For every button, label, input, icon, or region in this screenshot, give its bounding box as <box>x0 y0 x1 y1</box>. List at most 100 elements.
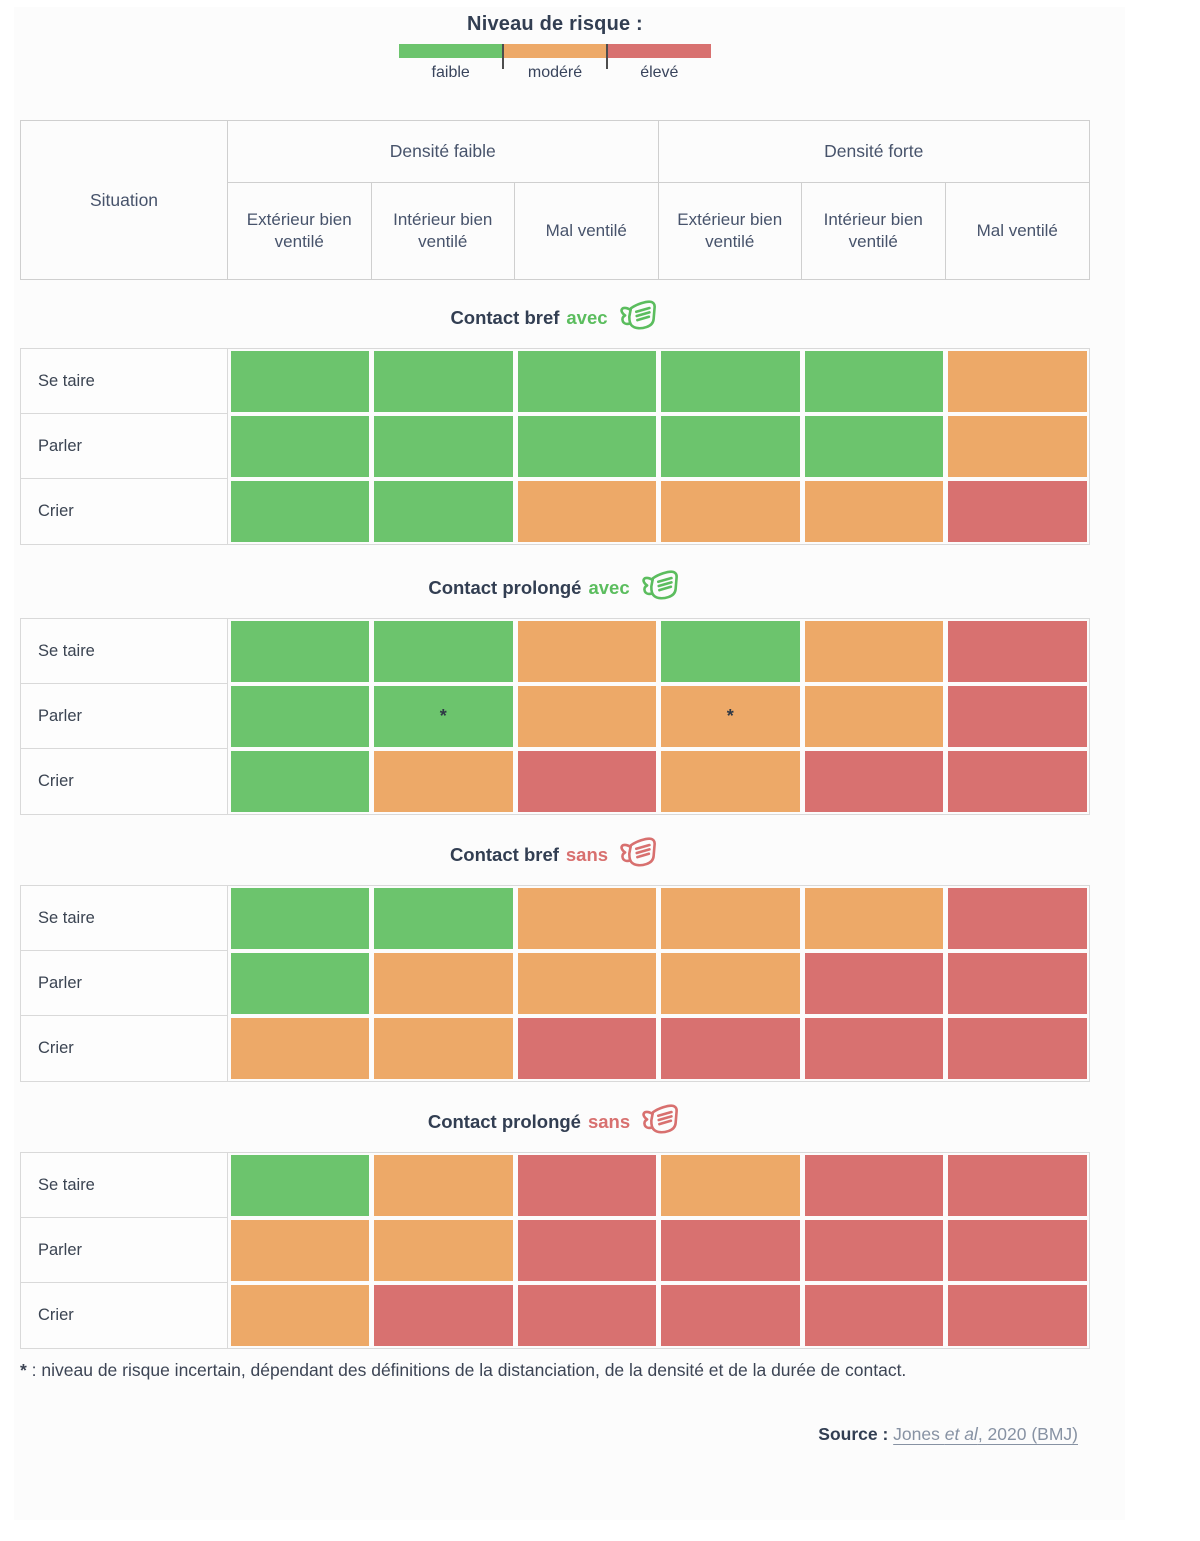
footnote: * : niveau de risque incertain, dépendan… <box>20 1360 1090 1381</box>
risk-cell <box>515 1016 659 1081</box>
risk-cell <box>802 886 946 951</box>
risk-cell <box>946 1218 1090 1283</box>
section-title-text: Contact prolongé <box>428 577 582 598</box>
risk-grid: Se taire Parler * * Crier <box>20 618 1090 815</box>
section-qualifier: sans <box>565 844 609 865</box>
risk-cell <box>946 414 1090 479</box>
row-label: Se taire <box>21 1153 228 1218</box>
source-line: Source : Jones et al, 2020 (BMJ) <box>20 1424 1078 1445</box>
risk-cell <box>372 1016 516 1081</box>
risk-cell <box>802 1218 946 1283</box>
risk-cell <box>802 1283 946 1348</box>
risk-scale-label: faible <box>431 64 470 81</box>
risk-scale-segment <box>502 44 608 58</box>
risk-cell <box>228 684 372 749</box>
risk-cell <box>228 1016 372 1081</box>
section-qualifier: avec <box>588 577 630 598</box>
risk-cell <box>946 684 1090 749</box>
risk-cell <box>659 1283 803 1348</box>
column-header: Mal ventilé <box>515 183 659 279</box>
risk-scale-label: modéré <box>527 64 583 81</box>
risk-cell <box>515 1218 659 1283</box>
risk-cell <box>372 479 516 544</box>
risk-cell <box>659 349 803 414</box>
risk-cell <box>228 479 372 544</box>
row-label: Crier <box>21 749 228 814</box>
risk-scale-tick <box>606 44 609 69</box>
column-header: Mal ventilé <box>976 220 1058 240</box>
source-link[interactable]: Jones et al, 2020 (BMJ) <box>893 1424 1078 1444</box>
section-title-contact-prolonge-avec: Contact prolongé avec <box>20 566 1090 610</box>
column-header: Extérieur bien ventilé <box>228 183 372 279</box>
risk-cell <box>515 619 659 684</box>
source-label: Source : <box>818 1424 889 1444</box>
face-mask-icon <box>638 566 684 611</box>
row-label: Crier <box>21 1016 228 1081</box>
risk-cell <box>372 886 516 951</box>
row-label: Se taire <box>21 619 228 684</box>
risk-cell <box>802 684 946 749</box>
legend-title: Niveau de risque : <box>467 13 643 35</box>
risk-cell <box>515 414 659 479</box>
column-header: Intérieur bien ventilé <box>372 183 515 279</box>
risk-cell <box>228 349 372 414</box>
risk-cell <box>372 414 516 479</box>
risk-scale-bar <box>398 44 712 58</box>
risk-cell <box>802 414 946 479</box>
row-label: Parler <box>21 684 228 749</box>
risk-cell <box>515 1153 659 1218</box>
face-mask-icon <box>616 296 662 341</box>
risk-cell <box>659 951 803 1016</box>
row-label: Crier <box>21 479 228 544</box>
header-table: Situation Densité faible Densité forte E… <box>20 120 1090 280</box>
row-label: Crier <box>21 1283 228 1348</box>
risk-cell <box>659 479 803 544</box>
row-label: Parler <box>21 1218 228 1283</box>
row-label: Parler <box>21 414 228 479</box>
section-qualifier: avec <box>566 307 608 328</box>
row-label: Parler <box>21 951 228 1016</box>
section-title-text: Contact prolongé <box>427 1111 581 1132</box>
risk-scale-segment <box>607 44 712 58</box>
risk-cell <box>802 951 946 1016</box>
risk-cell <box>946 951 1090 1016</box>
risk-cell <box>372 951 516 1016</box>
risk-cell <box>228 414 372 479</box>
risk-cell <box>372 349 516 414</box>
section-title-text: Contact bref <box>450 307 560 328</box>
risk-cell <box>659 619 803 684</box>
risk-cell <box>946 349 1090 414</box>
section-title-contact-bref-avec: Contact bref avec <box>20 296 1090 340</box>
risk-cell <box>228 1218 372 1283</box>
risk-cell <box>946 1153 1090 1218</box>
risk-cell <box>802 479 946 544</box>
risk-cell <box>659 1218 803 1283</box>
risk-cell <box>515 749 659 814</box>
risk-cell <box>372 1283 516 1348</box>
group-header-densite-forte: Densité forte <box>658 121 1089 183</box>
section-title-text: Contact bref <box>449 844 559 865</box>
risk-scale-segment <box>398 44 503 58</box>
risk-cell <box>659 886 803 951</box>
risk-cell <box>228 951 372 1016</box>
risk-scale <box>398 44 712 69</box>
risk-cell <box>659 749 803 814</box>
risk-cell <box>802 749 946 814</box>
risk-cell <box>515 886 659 951</box>
column-header: Extérieur bien ventilé <box>659 183 802 279</box>
risk-cell <box>946 749 1090 814</box>
situation-header: Situation <box>21 121 228 279</box>
risk-cell <box>802 1016 946 1081</box>
risk-cell <box>946 1283 1090 1348</box>
risk-cell <box>228 886 372 951</box>
risk-cell <box>946 886 1090 951</box>
risk-grid: Se taire Parler Crier <box>20 885 1090 1082</box>
risk-legend: Niveau de risque : faible modéré élevé <box>20 13 1090 86</box>
face-mask-icon <box>638 1100 684 1145</box>
risk-grid: Se taire Parler Crier <box>20 348 1090 545</box>
row-label: Se taire <box>21 349 228 414</box>
column-header: Intérieur bien ventilé <box>802 183 946 279</box>
risk-cell <box>659 414 803 479</box>
risk-cell <box>946 619 1090 684</box>
